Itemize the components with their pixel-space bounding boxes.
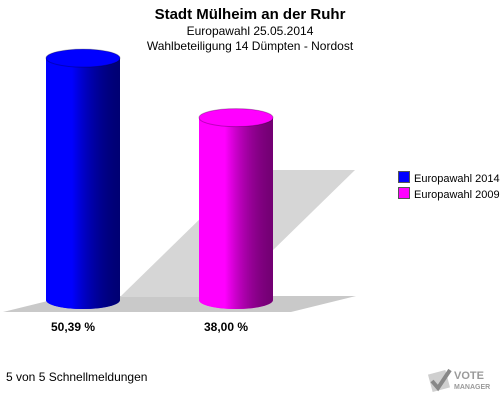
- legend-label: Europawahl 2009: [414, 189, 500, 201]
- bar-shading: [46, 58, 120, 310]
- chart-subtitle: Europawahl 25.05.2014: [186, 24, 314, 38]
- data-label: 38,00 %: [204, 320, 248, 334]
- legend-item-2014: Europawahl 2014: [398, 171, 500, 185]
- vote-manager-logo: VOTE MANAGER: [428, 368, 490, 393]
- chart-subtitle-2: Wahlbeteiligung 14 Dümpten - Nordost: [146, 39, 354, 53]
- legend-item-2009: Europawahl 2009: [398, 187, 500, 201]
- legend-swatch: [398, 171, 410, 183]
- chart-title: Stadt Mülheim an der Ruhr: [154, 6, 346, 23]
- legend-swatch: [398, 187, 410, 199]
- bar-europawahl-2014: [45, 48, 121, 310]
- bar-top: [198, 108, 274, 128]
- bar-europawahl-2009: [198, 108, 274, 309]
- bar-shading: [199, 117, 273, 309]
- logo-text-vote: VOTE: [454, 370, 484, 382]
- checkmark-ballot-icon: [428, 368, 452, 393]
- legend-label: Europawahl 2014: [414, 173, 500, 185]
- footer-note: 5 von 5 Schnellmeldungen: [6, 370, 148, 384]
- data-label: 50,39 %: [51, 320, 95, 334]
- bar-top: [45, 48, 121, 68]
- logo-text-manager: MANAGER: [454, 384, 490, 391]
